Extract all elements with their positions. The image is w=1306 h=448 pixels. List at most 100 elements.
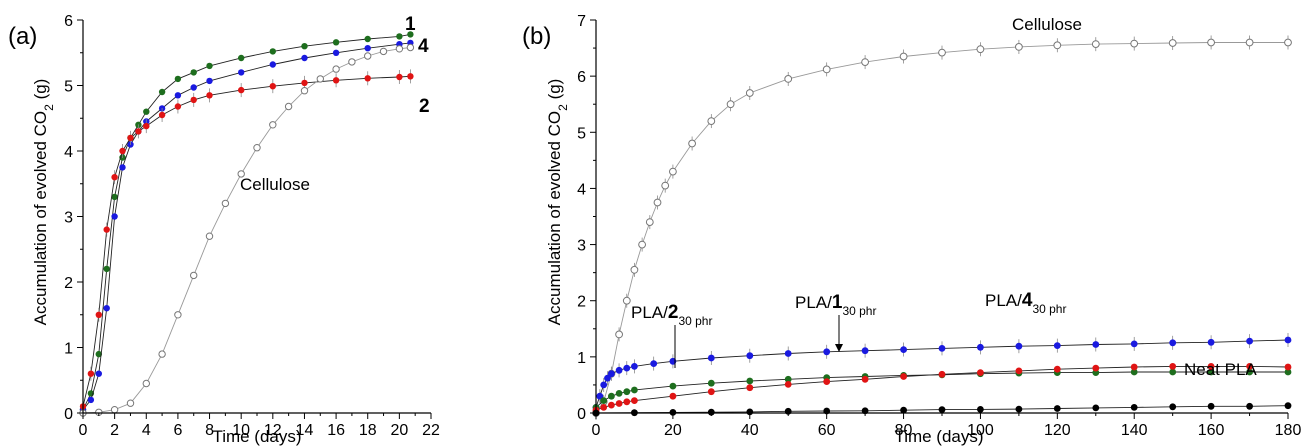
panel-b-y-tick-label: 3 <box>577 238 586 255</box>
panel-b-series-pla-1-30-phr-point <box>623 388 631 396</box>
panel-b-series-cellulose-point <box>1245 38 1254 47</box>
panel-b-series-pla-2-30-phr-point <box>1092 364 1100 372</box>
panel-a-series-4-point <box>111 213 118 220</box>
panel-a-series-2-point <box>174 103 182 110</box>
panel-a-series-1-point <box>396 33 403 40</box>
panel-a-x-tick-label: 6 <box>173 422 182 439</box>
panel-a-y-tick-label: 2 <box>64 275 73 292</box>
panel-a-series-2-point <box>111 174 118 181</box>
panel-b-series-pla-2-30-phr-point <box>861 375 869 383</box>
panel-a-series-2-point <box>301 79 308 87</box>
panel-a-series-4-point <box>95 370 103 377</box>
panel-a-series-cellulose-point <box>126 399 135 407</box>
panel-b-series-cellulose-point <box>688 139 696 148</box>
panel-a-series-2-point <box>238 86 245 94</box>
panel-a-series-4-point <box>364 45 371 52</box>
panel-b-series-pla-4-30-phr-point <box>861 347 869 355</box>
panel-a-series-2-point <box>407 73 414 80</box>
panel-a-label: (a) <box>8 23 37 50</box>
panel-b-y-tick-label: 1 <box>577 350 586 367</box>
panel-a-series-2-point <box>190 96 197 104</box>
panel-b-series-pla-1-30-phr-point <box>1284 368 1292 376</box>
panel-b-label-pla-2-prefix: PLA/ <box>631 303 668 322</box>
panel-a-y-tick-label: 0 <box>64 406 73 423</box>
panel-a-x-axis-title: Time (days) <box>212 427 301 446</box>
panel-b-label-neat-pla: Neat PLA <box>1184 360 1257 379</box>
panel-b-label-pla-4-prefix: PLA/ <box>985 291 1022 310</box>
panel-b-series-pla-4-30-phr-point <box>977 343 984 351</box>
panel-a-series-2-point <box>135 128 142 135</box>
panel-b-label-pla-4-sub: 30 phr <box>1032 302 1066 316</box>
panel-a-label-series-4: 4 <box>418 36 429 57</box>
panel-b-series-pla-4-30-phr-point <box>596 392 604 400</box>
panel-b-series-neat-pla-point <box>1092 404 1100 412</box>
panel-b-series-neat-pla-point <box>707 408 715 416</box>
panel-a-x-tick-label: 2 <box>110 422 119 439</box>
panel-b-y-title-sub: 2 <box>556 104 570 111</box>
panel-b-y-tick-label: 0 <box>577 406 586 423</box>
panel-b-series-cellulose-point <box>726 100 735 109</box>
panel-b-series-pla-2-30-phr-point <box>1130 363 1138 371</box>
panel-a-series-cellulose-point <box>379 47 388 56</box>
panel-b-series-pla-1-30-phr-point <box>1130 368 1138 376</box>
panel-a-series-2-point <box>364 75 371 82</box>
panel-a-series-2-point <box>332 77 340 84</box>
panel-b-series-pla-2-30-phr-point <box>1053 365 1061 373</box>
panel-a-series <box>79 31 415 417</box>
panel-a-series-2-line <box>82 75 411 407</box>
panel-a-series-1-point <box>158 88 166 96</box>
panel-a-series-cellulose-point <box>284 102 293 111</box>
panel-b-series-pla-4-30-phr-point <box>1015 342 1023 350</box>
panel-a-series-4-point <box>238 69 245 76</box>
panel-a-x-tick-label: 20 <box>390 422 408 439</box>
panel-a-series-2-point <box>103 226 110 233</box>
panel-a-series-cellulose-point <box>395 45 404 53</box>
panel-b-series-pla-1-30-phr-point <box>784 375 792 383</box>
panel-a-series-1-point <box>190 69 197 76</box>
panel-b-series <box>592 35 1292 420</box>
panel-b-series-pla-2-30-phr-point <box>707 388 715 396</box>
panel-b-series-neat-pla-point <box>1246 402 1253 410</box>
panel-b-series-pla-1-30-phr-point <box>615 390 623 397</box>
panel-b-series-cellulose-point <box>861 58 869 66</box>
panel-b-x-tick-label: 0 <box>592 422 601 439</box>
panel-b-series-pla-2-30-phr-point <box>608 401 615 409</box>
panel-a-series-1-point <box>301 43 308 50</box>
panel-b-series-pla-2-30-phr-point <box>1207 363 1215 370</box>
panel-a-series-cellulose-point <box>205 232 214 240</box>
panel-a-x-tick-label: 12 <box>264 422 282 439</box>
panel-a-series-2 <box>79 69 414 414</box>
panel-b-x-tick-label: 20 <box>664 422 682 439</box>
panel-b-label-pla-2-sub: 30 phr <box>678 314 712 328</box>
panel-a-series-cellulose-point <box>332 65 340 73</box>
panel-a-series-1-point <box>206 62 213 70</box>
panel-b-x-tick-label: 60 <box>818 422 836 439</box>
panel-b-series-pla-4-30-phr-point <box>938 345 946 352</box>
panel-a-series-1-point <box>103 265 110 273</box>
panel-b-x-axis-title: Time (days) <box>894 427 983 446</box>
panel-a-series-cellulose-line <box>82 47 411 414</box>
panel-b-series-cellulose-point <box>653 198 662 207</box>
panel-b-y-title-main: Accumulation of evolved CO <box>545 111 564 326</box>
panel-b-label: (b) <box>522 23 551 50</box>
panel-b-series-pla-1-30-phr-point <box>1169 368 1177 376</box>
panel-a-series-1-point <box>269 48 276 55</box>
panel-a-series-1-line <box>82 33 411 410</box>
panel-b-series-pla-2-30-phr-point <box>615 400 623 407</box>
panel-b-series-pla-1-30-phr-point <box>746 377 754 385</box>
panel-b-y-tick-label: 7 <box>577 13 586 30</box>
panel-a-series-cellulose-point <box>300 87 309 95</box>
panel-b-series-pla-2-30-phr-point <box>1284 363 1292 371</box>
panel-a-series-cellulose-point <box>142 379 151 388</box>
panel-a-series-2-point <box>158 111 166 119</box>
panel-a-x-tick-label: 8 <box>205 422 214 439</box>
panel-a-label-series-2: 2 <box>419 96 430 117</box>
panel-b-series-cellulose-point <box>784 75 793 83</box>
panel-b-series-pla-4-30-phr-point <box>1092 341 1100 348</box>
panel-b-series-pla-4-30-phr-point <box>707 354 715 362</box>
panel-b-series-pla-4-30-phr-point <box>1246 337 1253 345</box>
panel-b-series-pla-2-30-phr-point <box>784 381 792 388</box>
panel-b-y-tick-label: 2 <box>577 294 586 311</box>
panel-a-y-title-unit: (g) <box>31 79 50 105</box>
